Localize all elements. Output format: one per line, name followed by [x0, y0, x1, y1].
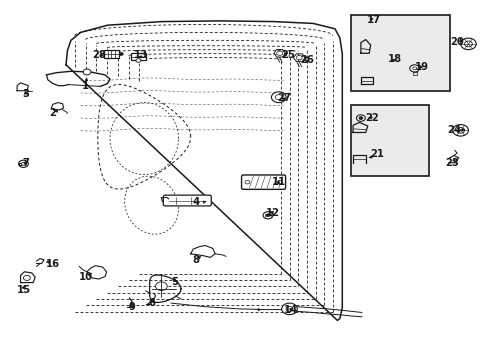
Circle shape: [119, 53, 123, 55]
Circle shape: [464, 41, 471, 47]
Circle shape: [276, 51, 282, 55]
Text: 5: 5: [171, 276, 178, 287]
Text: 11: 11: [271, 177, 285, 187]
Text: 18: 18: [387, 54, 401, 64]
Text: 24: 24: [446, 125, 460, 135]
Text: 25: 25: [281, 50, 295, 60]
Circle shape: [83, 69, 91, 75]
Text: 19: 19: [414, 62, 427, 72]
Circle shape: [452, 125, 468, 136]
Circle shape: [21, 162, 25, 165]
FancyBboxPatch shape: [241, 175, 285, 189]
Text: 13: 13: [134, 50, 147, 60]
Text: 3: 3: [22, 89, 29, 99]
Text: 21: 21: [370, 149, 384, 159]
Circle shape: [263, 212, 272, 219]
Text: 15: 15: [17, 285, 30, 295]
Text: 12: 12: [265, 208, 279, 218]
Circle shape: [265, 214, 269, 217]
Circle shape: [271, 92, 285, 103]
Circle shape: [412, 67, 416, 70]
Bar: [350, 105, 428, 176]
Circle shape: [136, 59, 141, 62]
Text: 17: 17: [366, 15, 380, 25]
Text: 6: 6: [148, 298, 155, 308]
Circle shape: [358, 117, 362, 120]
Bar: [103, 50, 119, 58]
Text: 9: 9: [128, 302, 135, 312]
Circle shape: [456, 127, 464, 133]
Circle shape: [296, 55, 302, 60]
Circle shape: [281, 303, 297, 315]
Text: 26: 26: [300, 55, 313, 66]
Circle shape: [155, 282, 167, 291]
Text: 23: 23: [445, 158, 458, 168]
Text: 4: 4: [192, 197, 199, 207]
Text: 28: 28: [92, 50, 105, 60]
Text: 16: 16: [46, 258, 60, 269]
Circle shape: [277, 180, 282, 184]
Circle shape: [19, 160, 28, 167]
Text: 7: 7: [22, 158, 29, 168]
Circle shape: [275, 95, 282, 100]
Text: 2: 2: [49, 108, 56, 118]
Circle shape: [460, 38, 475, 50]
FancyBboxPatch shape: [163, 195, 211, 206]
Circle shape: [356, 115, 365, 121]
Text: 20: 20: [449, 37, 463, 48]
Text: 22: 22: [365, 113, 379, 123]
Text: 8: 8: [192, 255, 199, 265]
Circle shape: [23, 275, 30, 280]
Bar: [350, 15, 449, 91]
Circle shape: [409, 65, 419, 72]
Text: 10: 10: [79, 272, 92, 282]
Bar: [131, 53, 145, 60]
Circle shape: [244, 180, 249, 184]
Circle shape: [285, 306, 292, 311]
Text: 14: 14: [283, 305, 298, 315]
Text: 1: 1: [82, 81, 89, 91]
Text: 27: 27: [277, 93, 291, 103]
